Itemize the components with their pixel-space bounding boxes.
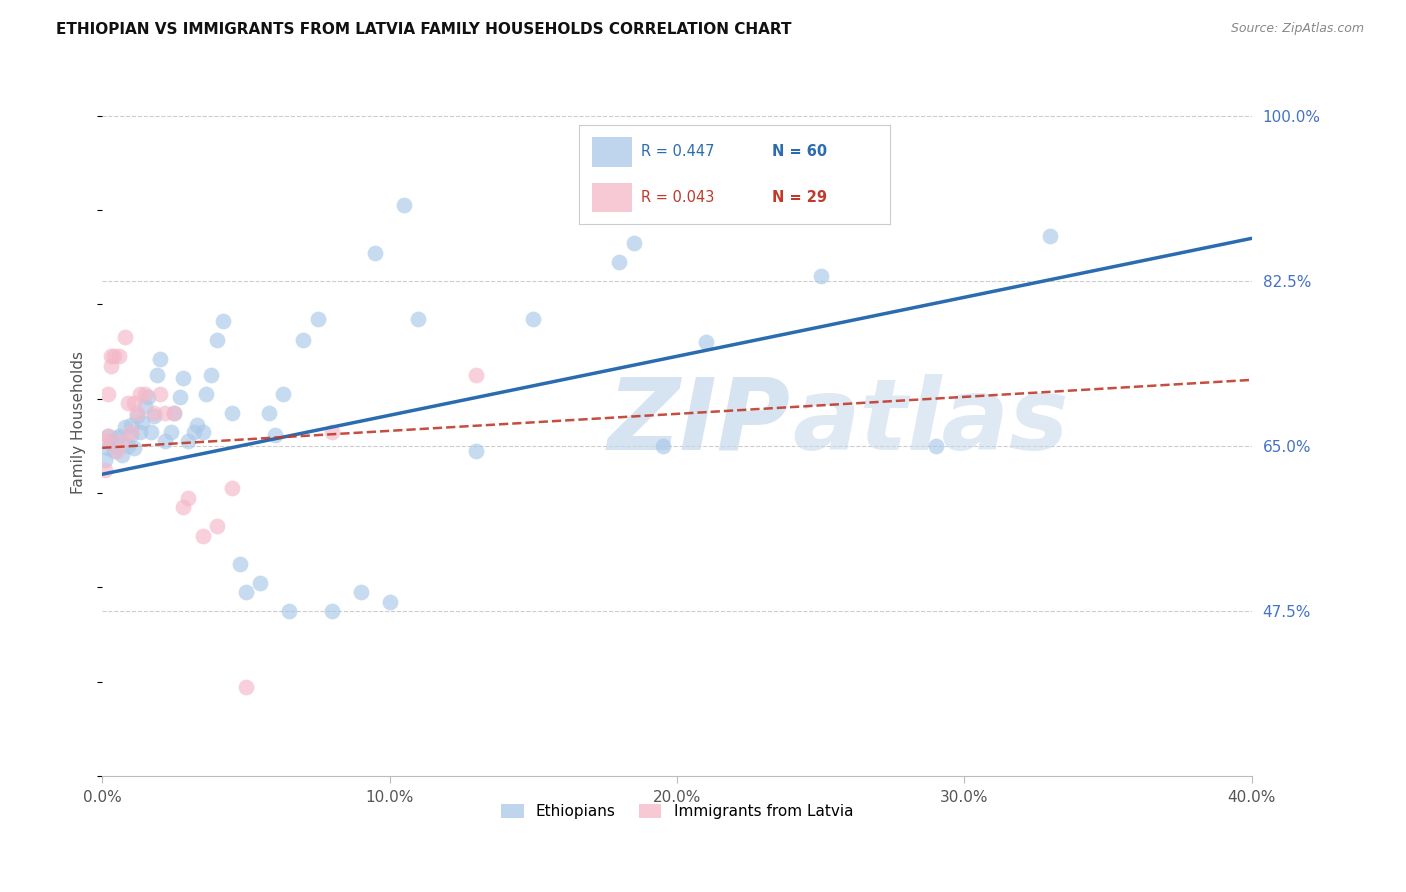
Point: [100, 349, 122, 363]
Point: [249, 575, 271, 590]
Point: [125, 406, 148, 420]
Point: [100, 359, 122, 373]
Point: [321, 425, 343, 439]
Point: [235, 585, 257, 599]
Point: [97, 429, 120, 443]
Point: [134, 399, 156, 413]
Point: [221, 482, 243, 496]
Point: [810, 269, 832, 284]
Point: [94, 434, 117, 449]
Point: [146, 368, 169, 383]
Point: [134, 387, 156, 401]
Point: [169, 390, 191, 404]
Point: [1039, 229, 1062, 244]
Point: [142, 409, 165, 423]
Point: [155, 434, 177, 449]
Point: [114, 420, 136, 434]
Point: [194, 387, 217, 401]
Point: [108, 429, 131, 443]
Point: [160, 425, 183, 439]
Point: [122, 396, 145, 410]
Point: [212, 314, 235, 328]
Point: [103, 443, 125, 458]
Point: [392, 198, 415, 212]
Point: [408, 311, 430, 326]
Point: [186, 418, 208, 433]
Point: [163, 406, 186, 420]
Point: [623, 236, 645, 251]
Point: [183, 425, 205, 439]
Point: [120, 418, 142, 433]
Point: [111, 434, 134, 449]
Point: [97, 387, 120, 401]
Point: [177, 491, 200, 505]
Point: [221, 406, 243, 420]
Point: [142, 406, 165, 420]
Point: [120, 425, 142, 439]
Point: [149, 352, 172, 367]
Text: ETHIOPIAN VS IMMIGRANTS FROM LATVIA FAMILY HOUSEHOLDS CORRELATION CHART: ETHIOPIAN VS IMMIGRANTS FROM LATVIA FAMI…: [56, 22, 792, 37]
Point: [103, 349, 125, 363]
Point: [128, 425, 150, 439]
Point: [263, 427, 285, 442]
Point: [191, 528, 214, 542]
Point: [136, 390, 159, 404]
Point: [97, 429, 120, 443]
Point: [464, 443, 486, 458]
Point: [117, 439, 139, 453]
Point: [105, 431, 128, 445]
Point: [651, 439, 673, 453]
Point: [177, 434, 200, 449]
Point: [924, 439, 946, 453]
Point: [114, 330, 136, 344]
Point: [117, 396, 139, 410]
Point: [292, 333, 315, 347]
Text: Source: ZipAtlas.com: Source: ZipAtlas.com: [1230, 22, 1364, 36]
Point: [522, 311, 544, 326]
Point: [94, 453, 117, 467]
Point: [191, 425, 214, 439]
Point: [111, 449, 134, 463]
Text: ZIP: ZIP: [607, 374, 792, 471]
Text: atlas: atlas: [792, 374, 1069, 471]
Point: [235, 680, 257, 694]
Point: [155, 406, 177, 420]
Point: [229, 557, 252, 571]
Point: [149, 387, 172, 401]
Point: [94, 462, 117, 476]
Legend: Ethiopians, Immigrants from Latvia: Ethiopians, Immigrants from Latvia: [495, 797, 859, 825]
Point: [122, 441, 145, 455]
Point: [278, 604, 301, 618]
Point: [172, 500, 194, 515]
Point: [609, 255, 631, 269]
Point: [378, 594, 401, 608]
Point: [307, 311, 329, 326]
Y-axis label: Family Households: Family Households: [72, 351, 86, 494]
Point: [125, 409, 148, 423]
Point: [364, 245, 387, 260]
Point: [128, 387, 150, 401]
Point: [257, 406, 280, 420]
Point: [321, 604, 343, 618]
Point: [464, 368, 486, 383]
Point: [205, 333, 228, 347]
Point: [172, 371, 194, 385]
Point: [695, 335, 717, 350]
Point: [105, 443, 128, 458]
Point: [163, 406, 186, 420]
Point: [97, 441, 120, 455]
Point: [120, 427, 142, 442]
Point: [131, 415, 153, 429]
Point: [139, 425, 162, 439]
Point: [108, 349, 131, 363]
Point: [271, 387, 294, 401]
Point: [350, 585, 373, 599]
Point: [205, 519, 228, 533]
Point: [100, 434, 122, 449]
Point: [200, 368, 222, 383]
